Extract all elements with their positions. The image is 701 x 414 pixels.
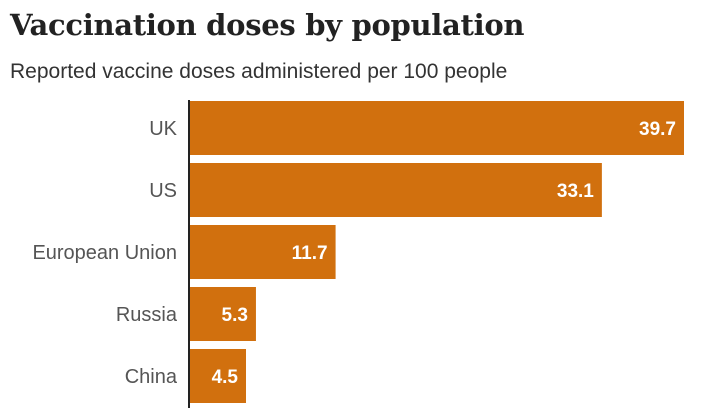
value-label: 4.5 bbox=[212, 367, 239, 388]
bar-european-union bbox=[190, 225, 336, 279]
value-label: 5.3 bbox=[222, 305, 248, 326]
value-label: 39.7 bbox=[639, 119, 676, 140]
bar-china bbox=[190, 349, 246, 403]
bar-russia bbox=[190, 287, 256, 341]
category-label: US bbox=[149, 180, 177, 202]
category-label: UK bbox=[149, 118, 177, 140]
chart-subtitle: Reported vaccine doses administered per … bbox=[10, 60, 508, 83]
category-label: European Union bbox=[32, 242, 177, 264]
value-label: 33.1 bbox=[557, 181, 594, 202]
category-label: Russia bbox=[116, 304, 178, 326]
bar-uk bbox=[190, 101, 684, 155]
category-label: China bbox=[125, 366, 178, 388]
value-label: 11.7 bbox=[292, 243, 328, 264]
bar-us bbox=[190, 163, 602, 217]
chart-title: Vaccination doses by population bbox=[10, 8, 525, 42]
